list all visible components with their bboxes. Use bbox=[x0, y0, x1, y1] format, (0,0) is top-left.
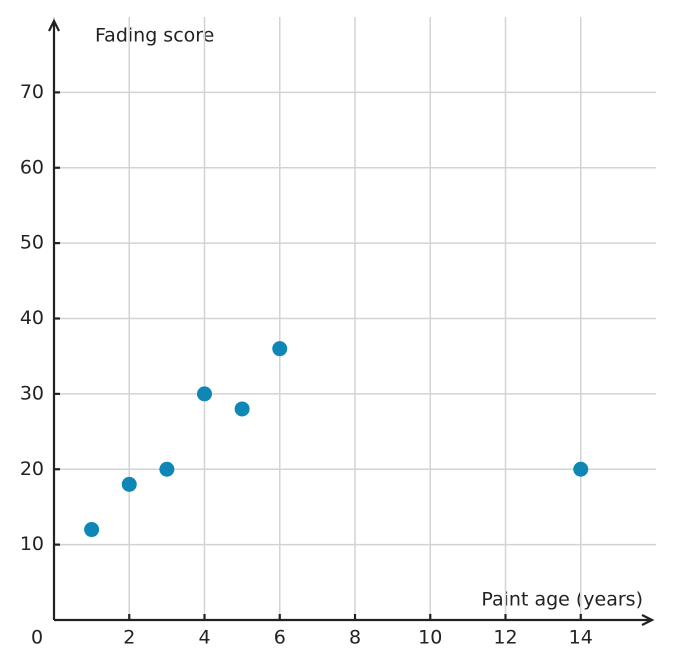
y-tick-label: 30 bbox=[20, 382, 44, 404]
y-tick-label: 20 bbox=[20, 458, 44, 480]
point bbox=[159, 461, 175, 477]
y-tick-label: 50 bbox=[20, 232, 44, 254]
point bbox=[197, 386, 212, 402]
y-tick-label: 60 bbox=[20, 156, 44, 178]
point bbox=[573, 461, 589, 477]
point bbox=[121, 476, 137, 492]
point bbox=[84, 522, 100, 538]
x-axis bbox=[54, 614, 655, 626]
x-tick-label: 4 bbox=[198, 627, 210, 649]
y-tick-label: 10 bbox=[20, 533, 44, 555]
y-tick-label: 40 bbox=[20, 307, 44, 329]
x-tick-label: 12 bbox=[493, 627, 517, 649]
y-axis-label: Fading score bbox=[95, 25, 214, 47]
x-tick-label: 2 bbox=[123, 627, 135, 649]
x-tick-label: 6 bbox=[274, 627, 286, 649]
x-tick-label: 8 bbox=[349, 627, 361, 649]
x-tick-label: 0 bbox=[31, 627, 43, 649]
x-tick-label: 10 bbox=[418, 627, 442, 649]
point bbox=[234, 401, 250, 417]
x-tick-label: 14 bbox=[569, 627, 593, 649]
point bbox=[272, 341, 288, 357]
y-axis bbox=[48, 18, 60, 620]
y-tick-label: 70 bbox=[20, 81, 44, 103]
x-axis-label: Paint age (years) bbox=[481, 589, 643, 611]
